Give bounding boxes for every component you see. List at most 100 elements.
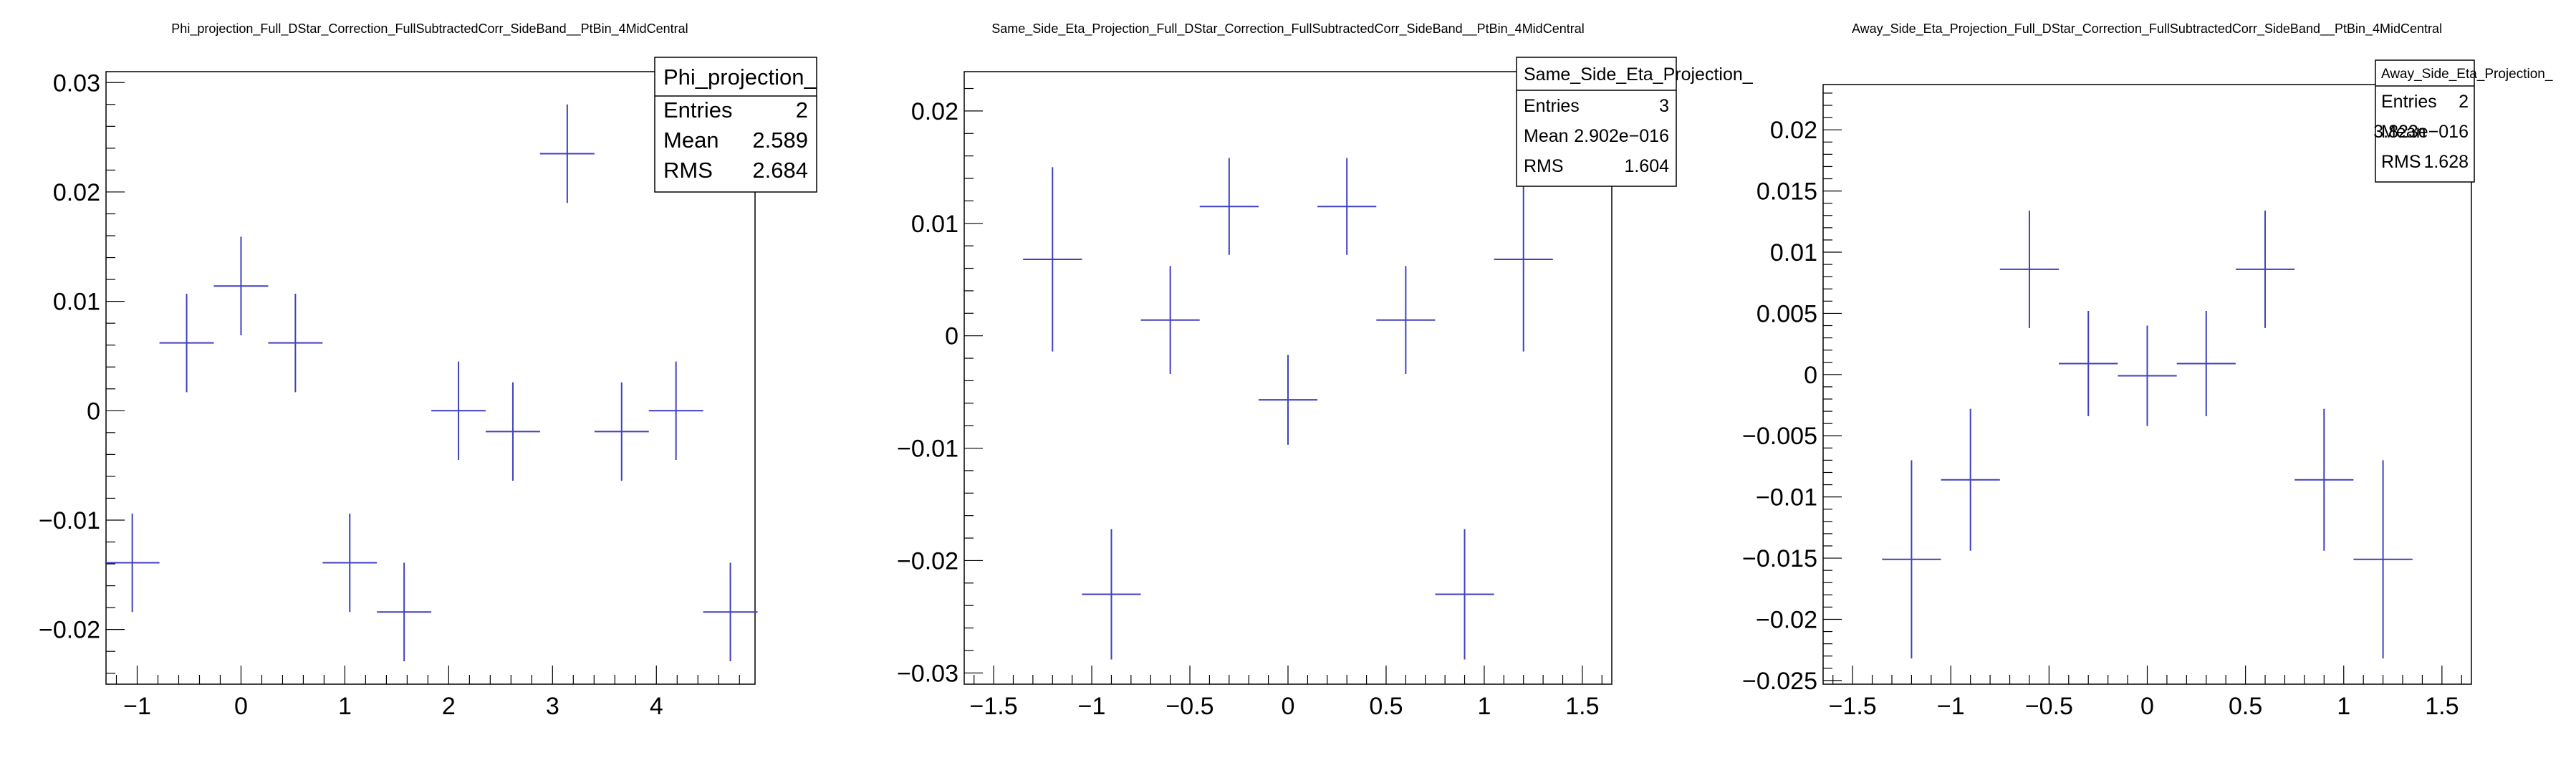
stats-row-value: 2.684 [752,158,808,183]
stats-box-frame [1516,57,1677,187]
phi-projection-panel: Phi_projection_Full_DStar_Correction_Ful… [39,21,817,720]
data-point [1023,167,1082,352]
y-tick-label: −0.03 [897,660,958,687]
y-tick-label: 0.03 [53,69,100,97]
x-tick-label: 2 [442,693,456,720]
stats-row-value: 2.589 [752,128,808,153]
stats-row-value: 1.628 [2423,152,2469,172]
plot-frame [105,71,756,685]
stats-row-value: 2 [796,97,808,123]
stats-row-value: 3.823e−016 [2373,122,2469,142]
data-point [2118,325,2177,426]
x-tick-label: 1 [338,693,352,720]
x-tick-label: 3 [546,693,559,720]
stats-row-label: Mean [1524,126,1569,146]
data-point [703,562,758,661]
data-point [2059,311,2118,416]
y-tick-label: 0.015 [1756,178,1817,206]
y-tick-label: −0.01 [897,436,958,463]
data-point [213,236,269,335]
stats-box-name: Same_Side_Eta_Projection_ [1524,64,1754,85]
stats-box-name: Phi_projection_ [663,64,817,90]
stats-box: Same_Side_Eta_Projection_ Entries 3 Mean 2.9… [1516,57,1754,187]
y-tick-label: −0.01 [1756,484,1817,512]
chart-title: Same_Side_Eta_Projection_Full_DStar_Corr… [991,21,1584,37]
x-tick-label: −1 [123,693,151,720]
data-point [1317,158,1377,255]
x-tick-label: 0.5 [1369,693,1403,720]
data-point [2294,408,2354,551]
stats-row-label: RMS [663,158,713,183]
chart-title: Away_Side_Eta_Projection_Full_DStar_Corr… [1852,21,2442,37]
y-tick-label: −0.025 [1742,668,1817,695]
data-point [1140,266,1200,375]
y-tick-label: −0.02 [897,547,958,575]
x-tick-label: 1 [2337,693,2350,720]
data-point [1494,167,1553,352]
stats-box: Away_Side_Eta_Projection_ Entries 2 Mean3.8… [2373,59,2553,183]
x-tick-label: −1 [1937,693,1965,720]
stats-row-label: RMS [2381,152,2421,172]
y-tick-label: −0.01 [39,507,100,534]
away-side-eta-projection-panel: Away_Side_Eta_Projection_Full_DStar_Corr… [1742,21,2553,720]
y-tick-label: −0.005 [1742,423,1817,450]
y-tick-label: 0.005 [1756,300,1817,327]
same-side-eta-projection-panel: Same_Side_Eta_Projection_Full_DStar_Corr… [897,21,1754,720]
y-tick-label: −0.015 [1742,545,1817,572]
data-point [2235,210,2295,328]
data-point [2353,460,2413,659]
data-point [486,382,540,481]
data-point [105,513,160,613]
x-tick-label: 1.5 [1565,693,1599,720]
stats-box: Phi_projection_ Entries 2 Mean 2.589 RMS 2.684 [654,57,817,193]
stats-row-label: Entries [663,97,732,123]
x-tick-label: 1 [1477,693,1491,720]
data-point [1376,266,1436,375]
data-point [1435,529,1494,660]
data-point [322,513,378,613]
data-point [1941,408,2000,551]
data-point [431,361,486,461]
x-tick-label: −1 [1078,693,1106,720]
stats-box-name: Away_Side_Eta_Projection_ [2381,67,2553,82]
data-point [594,382,649,481]
y-tick-label: 0.02 [1770,117,1817,144]
y-tick-label: 0 [945,323,958,350]
data-point [1082,529,1141,660]
stats-row-value: 1.604 [1624,156,1669,176]
stats-row-label: Mean [2381,122,2426,142]
y-tick-label: 0 [1804,362,1817,389]
x-tick-label: −1.5 [970,693,1018,720]
data-point [1882,460,1941,659]
stats-box-frame [2375,59,2475,183]
data-point [539,104,595,203]
x-tick-label: 4 [650,693,663,720]
stats-row-value: 2 [2459,92,2469,112]
x-tick-label: 0 [2140,693,2154,720]
y-tick-label: −0.02 [39,617,100,644]
stats-row-label: Entries [2381,92,2437,112]
x-tick-label: −1.5 [1829,693,1877,720]
y-tick-label: 0.02 [53,179,100,206]
y-tick-label: 0.01 [1770,239,1817,267]
chart-title: Phi_projection_Full_DStar_Correction_Ful… [171,21,688,37]
data-point [1199,158,1259,255]
y-tick-label: 0.02 [911,98,958,125]
x-tick-label: 0 [1282,693,1295,720]
x-tick-label: 1.5 [2425,693,2459,720]
y-tick-label: −0.02 [1756,606,1817,633]
data-point [377,562,432,661]
x-tick-label: 0.5 [2229,693,2262,720]
data-point [268,293,323,393]
y-tick-label: 0 [87,398,100,425]
stats-row-value: 3 [1659,96,1669,116]
stats-row-label: Entries [1524,96,1580,116]
x-tick-label: −0.5 [1166,693,1213,720]
x-tick-label: −0.5 [2025,693,2073,720]
stats-row-value: 2.902e−016 [1574,126,1669,146]
data-point [648,361,703,461]
stats-row-label: RMS [1524,156,1564,176]
x-tick-label: 0 [234,693,248,720]
y-tick-label: 0.01 [53,289,100,316]
